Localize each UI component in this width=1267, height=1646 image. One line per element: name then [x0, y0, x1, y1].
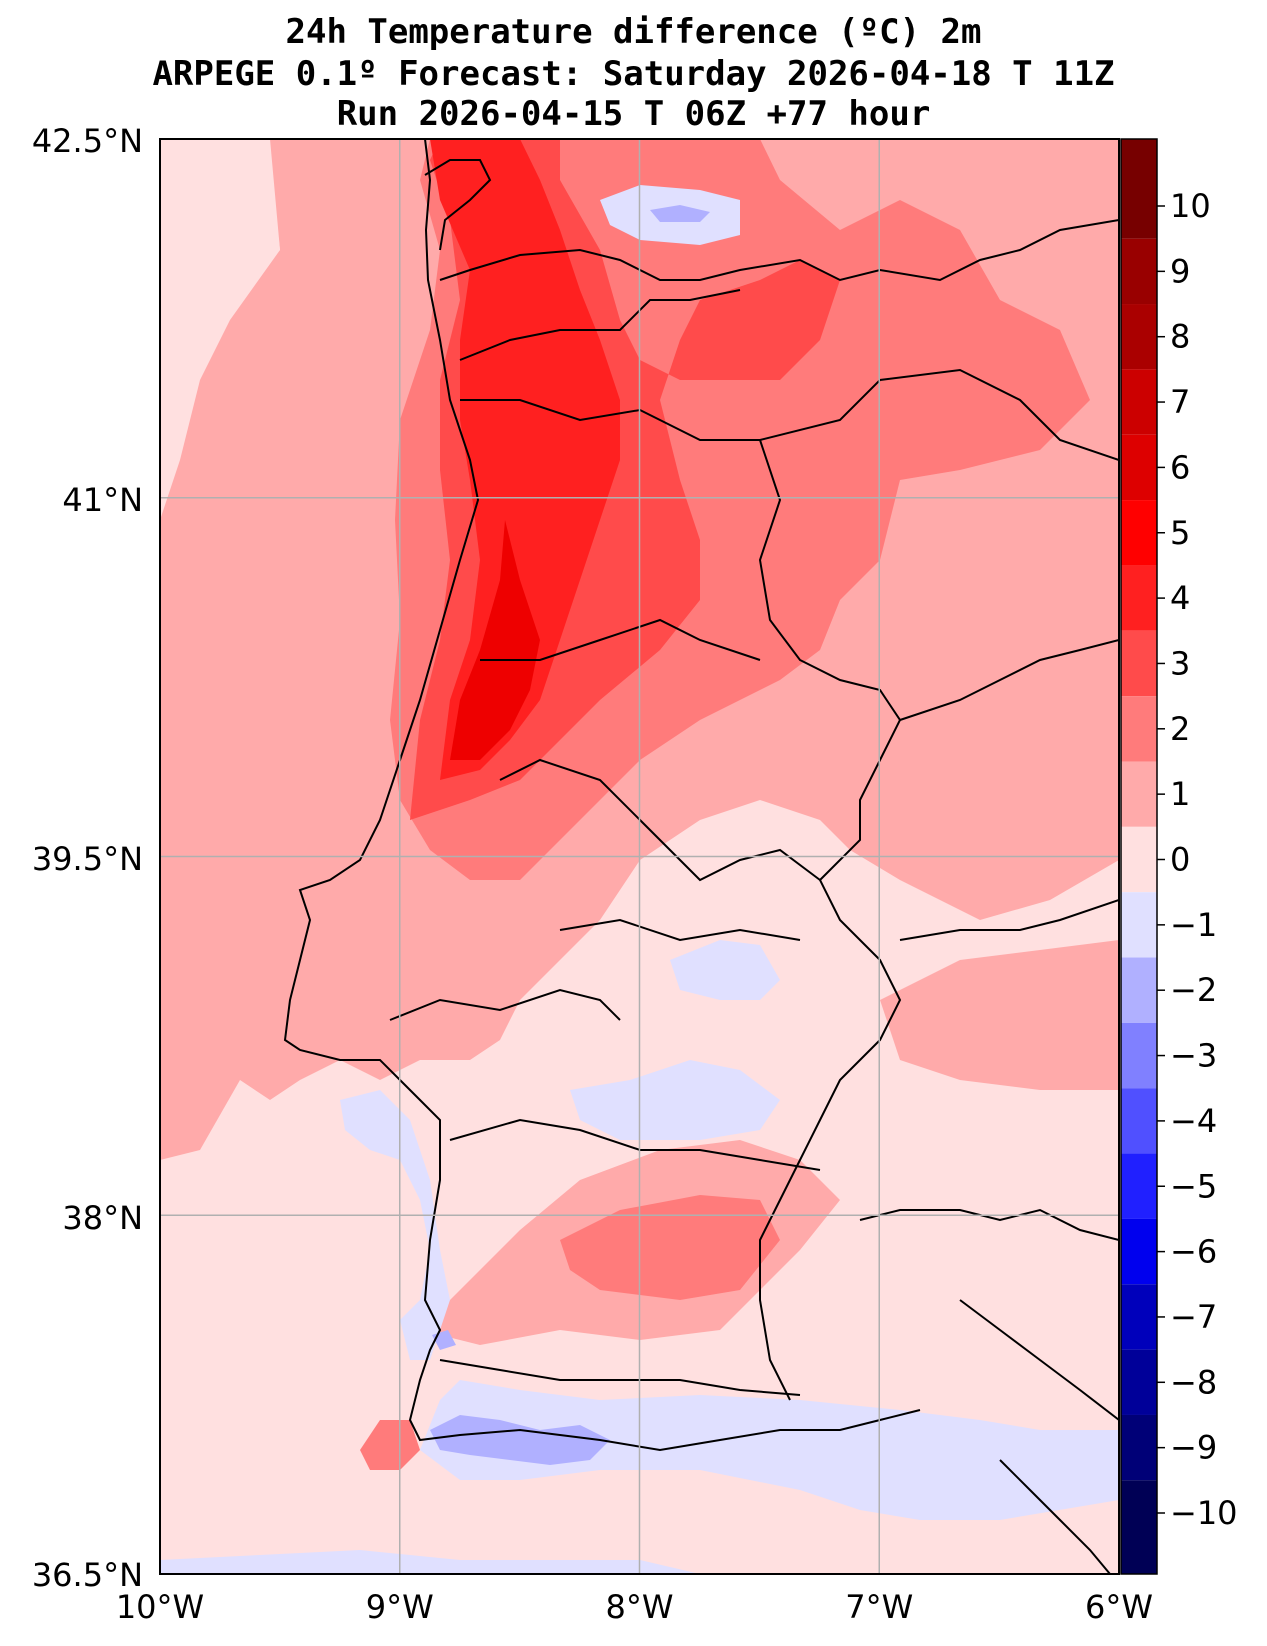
colorbar-tick-label: 5: [1170, 514, 1190, 552]
tagus-border: [389, 988, 621, 1021]
graticule: [160, 139, 1119, 1574]
field-5-6: [450, 520, 540, 760]
colorbar-tick-label: −4: [1170, 1102, 1217, 1140]
colorbar-tick-label: 7: [1170, 383, 1190, 421]
colorbar-segment: [1121, 1218, 1157, 1285]
douro-border: [459, 289, 741, 361]
field-4-5: [430, 139, 620, 780]
field-2-3-sw: [360, 1420, 420, 1470]
lon-tick-9W: 9°W: [366, 1588, 434, 1626]
colorbar-tick-label: 6: [1170, 448, 1190, 486]
coastline-borders: [283, 139, 1119, 1574]
colorbar-segment: [1121, 1088, 1157, 1154]
lat-tick-41: 41°N: [62, 481, 143, 519]
lat-ticks: 42.5°N 41°N 39.5°N 38°N 36.5°N: [32, 122, 143, 1594]
colorbar-tick-label: 3: [1170, 644, 1190, 682]
map-frame: [159, 138, 1120, 1575]
colorbar-tick-label: −3: [1170, 1037, 1217, 1075]
lon-tick-8W: 8°W: [606, 1588, 674, 1626]
colorbar-segment: [1121, 826, 1157, 893]
colorbar-segment: [1121, 304, 1157, 370]
colorbar-tick-label: −9: [1170, 1429, 1217, 1467]
galicia-border: [439, 219, 1119, 282]
field-neg-south: [420, 1380, 1119, 1520]
algarve-border: [439, 1359, 801, 1396]
colorbar-tick-label: −6: [1170, 1233, 1217, 1271]
colorbar-tick-label: −10: [1170, 1494, 1238, 1532]
field-neg-coast-sw: [340, 1090, 450, 1360]
spain-east-border-3: [859, 1208, 1119, 1241]
colorbar-segment: [1121, 565, 1157, 631]
lat-tick-42-5: 42.5°N: [32, 122, 143, 160]
colorbar-tick-label: 9: [1170, 252, 1190, 290]
lat-tick-38: 38°N: [62, 1199, 143, 1237]
colorbar-segment: [1121, 1153, 1157, 1219]
lon-tick-7W: 7°W: [845, 1588, 913, 1626]
colorbar-segment: [1121, 761, 1157, 827]
field-neg-2-north: [650, 205, 710, 222]
map-title-line-2: ARPEGE 0.1º Forecast: Saturday 2026-04-1…: [152, 54, 1115, 94]
colorbar-segment: [1121, 500, 1157, 566]
colorbar-segment: [1121, 369, 1157, 435]
colorbar-frame: [1120, 138, 1158, 1575]
colorbar-segment: [1121, 630, 1157, 697]
colorbar-tick-label: 1: [1170, 775, 1190, 813]
lon-tick-6W: 6°W: [1085, 1588, 1153, 1626]
temperature-difference-map: [160, 139, 1119, 1574]
field-2-3-south: [560, 1195, 780, 1300]
field-neg-south-2: [160, 1550, 700, 1574]
central-border-3: [559, 918, 801, 942]
lon-tick-10W: 10°W: [116, 1588, 204, 1626]
colorbar-segment: [1121, 434, 1157, 501]
colorbar-tick-label: 10: [1170, 187, 1211, 225]
colorbar-tick-label: −1: [1170, 906, 1217, 944]
colorbar-segment: [1121, 1022, 1157, 1089]
colorbar-tick-label: 0: [1170, 841, 1190, 879]
field-neg-2-south: [430, 1415, 610, 1465]
minho-border: [424, 159, 492, 251]
colorbar-tick-label: −2: [1170, 971, 1217, 1009]
lat-tick-39-5: 39.5°N: [32, 840, 143, 878]
spain-south-border: [959, 1299, 1119, 1421]
lat-tick-36-5: 36.5°N: [32, 1556, 143, 1594]
colorbar-tick-label: −8: [1170, 1363, 1217, 1401]
map-title-line-3: Run 2026-04-15 T 06Z +77 hour: [336, 94, 931, 134]
colorbar-segment: [1121, 139, 1157, 239]
colorbar-segment: [1121, 1284, 1157, 1350]
spain-south-border-2: [999, 1459, 1111, 1574]
colorbar-segment: [1121, 1414, 1157, 1481]
portugal-spain-border: [758, 439, 902, 1401]
field-1-2-east: [880, 940, 1119, 1090]
north-inner-border: [460, 368, 1119, 461]
spain-east-border-2: [899, 899, 1119, 941]
colorbar-segment: [1121, 696, 1157, 762]
colorbar-tick-label: 2: [1170, 710, 1190, 748]
colorbar-segment: [1121, 957, 1157, 1023]
lon-ticks: 10°W 9°W 8°W 7°W 6°W: [116, 1588, 1153, 1626]
central-border-1: [480, 618, 761, 661]
field-neg-interior: [670, 940, 780, 1000]
spain-east-border-1: [899, 639, 1119, 721]
central-border-2: [499, 758, 821, 882]
field-neg-interior-2: [570, 1060, 780, 1140]
field-0-1-ocean: [160, 139, 280, 520]
colorbar-tick-label: −7: [1170, 1298, 1217, 1336]
colorbar-tick-label: −5: [1170, 1167, 1217, 1205]
colorbar-tick-label: 8: [1170, 318, 1190, 356]
colorbar-tick-label: 4: [1170, 579, 1190, 617]
map-title-line-1: 24h Temperature difference (ºC) 2m: [285, 12, 982, 52]
west-coast: [283, 139, 921, 1452]
colorbar-segment: [1121, 1480, 1157, 1574]
colorbar-segment: [1121, 892, 1157, 958]
colorbar-segment: [1121, 1349, 1157, 1415]
colorbar-segment: [1121, 238, 1157, 305]
